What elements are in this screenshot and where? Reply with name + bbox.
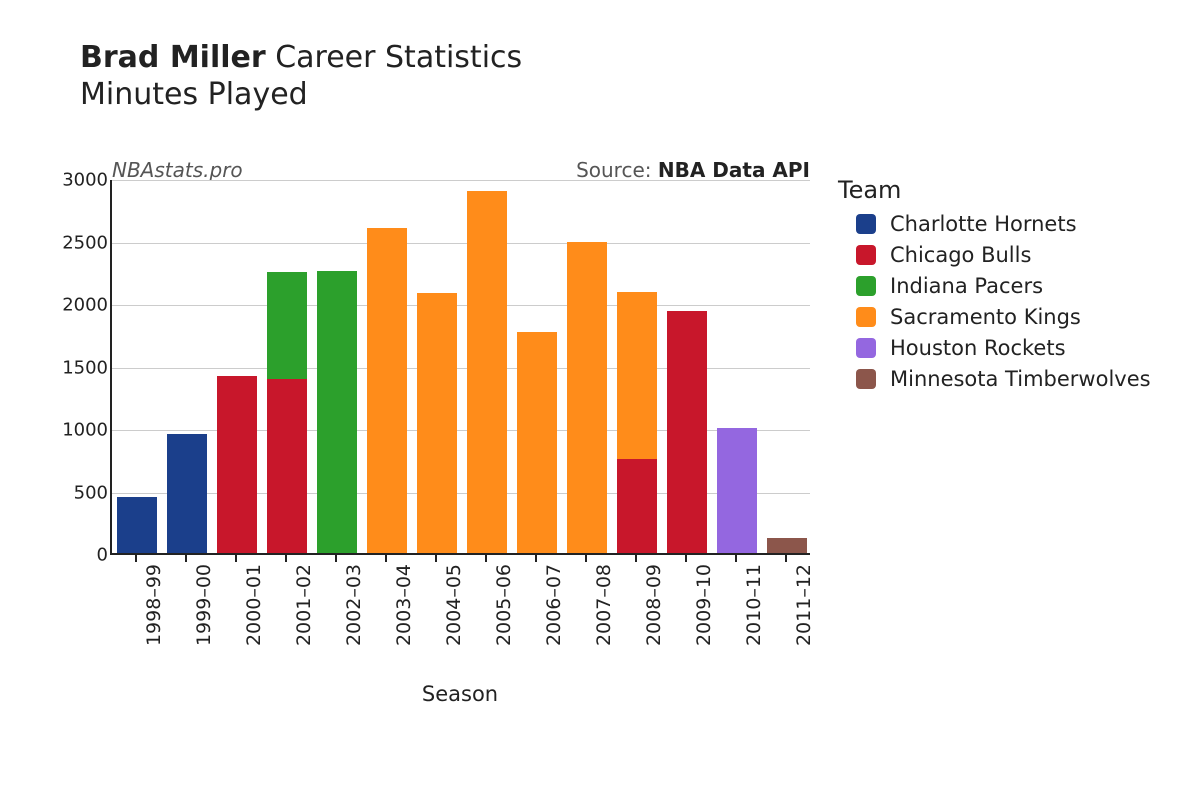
legend-title: Team — [838, 176, 1151, 204]
legend: Team Charlotte Hornets Chicago Bulls India… — [838, 176, 1151, 398]
site-credit: NBAstats.pro — [112, 158, 243, 182]
source-credit: Source: NBA Data API — [576, 158, 810, 182]
source-prefix: Source: — [576, 158, 658, 182]
legend-swatch — [856, 369, 876, 389]
x-tick-mark — [685, 555, 687, 562]
y-tick-label: 3000 — [62, 170, 108, 191]
x-tick-mark — [535, 555, 537, 562]
title-line-1: Brad Miller Career Statistics — [80, 40, 522, 75]
legend-label: Charlotte Hornets — [890, 212, 1077, 236]
title-suffix: Career Statistics — [275, 40, 522, 75]
x-tick-mark — [335, 555, 337, 562]
x-tick-label: 2009–10 — [693, 564, 715, 646]
legend-label: Houston Rockets — [890, 336, 1066, 360]
x-tick-mark — [385, 555, 387, 562]
x-tick-label: 1998–99 — [143, 564, 165, 646]
legend-swatch — [856, 214, 876, 234]
bar-segment — [367, 228, 407, 553]
bar-segment — [617, 292, 657, 460]
x-tick-label: 2010–11 — [743, 564, 765, 646]
x-tick-label: 2011–12 — [793, 564, 815, 646]
x-tick-label: 2002–03 — [343, 564, 365, 646]
x-axis-label: Season — [110, 682, 810, 706]
x-tick-label: 1999–00 — [193, 564, 215, 646]
y-axis-ticks: 050010001500200025003000 — [60, 180, 108, 555]
legend-label: Sacramento Kings — [890, 305, 1081, 329]
legend-item: Indiana Pacers — [838, 274, 1151, 298]
legend-item: Charlotte Hornets — [838, 212, 1151, 236]
x-tick-mark — [735, 555, 737, 562]
bar-segment — [667, 311, 707, 554]
legend-item: Houston Rockets — [838, 336, 1151, 360]
chart-title: Brad Miller Career Statistics Minutes Pl… — [80, 40, 522, 112]
x-tick-label: 2000–01 — [243, 564, 265, 646]
x-tick-mark — [235, 555, 237, 562]
legend-item: Minnesota Timberwolves — [838, 367, 1151, 391]
legend-items: Charlotte Hornets Chicago Bulls Indiana Pa… — [838, 212, 1151, 391]
bar-segment — [467, 191, 507, 554]
source-name: NBA Data API — [658, 158, 810, 182]
bar-segment — [617, 459, 657, 553]
bar-segment — [767, 538, 807, 553]
legend-item: Sacramento Kings — [838, 305, 1151, 329]
x-tick-mark — [785, 555, 787, 562]
x-tick-label: 2008–09 — [643, 564, 665, 646]
x-tick-mark — [635, 555, 637, 562]
bars-container — [112, 180, 810, 553]
x-tick-label: 2007–08 — [593, 564, 615, 646]
y-tick-label: 0 — [97, 545, 108, 566]
x-tick-label: 2003–04 — [393, 564, 415, 646]
bar-segment — [117, 497, 157, 553]
y-tick-label: 2000 — [62, 295, 108, 316]
player-name: Brad Miller — [80, 40, 266, 75]
figure: Brad Miller Career Statistics Minutes Pl… — [0, 0, 1200, 800]
x-tick-label: 2006–07 — [543, 564, 565, 646]
legend-swatch — [856, 276, 876, 296]
y-tick-label: 1500 — [62, 357, 108, 378]
legend-swatch — [856, 307, 876, 327]
bar-segment — [717, 428, 757, 553]
x-axis-ticks: 1998–99 1999–00 2000–01 2001–02 2002–03 2003–… — [110, 560, 810, 680]
bar-segment — [567, 242, 607, 553]
x-tick-mark — [135, 555, 137, 562]
x-tick-mark — [485, 555, 487, 562]
bar-segment — [517, 332, 557, 553]
y-tick-label: 500 — [74, 482, 108, 503]
plot-annotations: NBAstats.pro Source: NBA Data API — [112, 158, 810, 182]
x-tick-mark — [285, 555, 287, 562]
x-tick-label: 2004–05 — [443, 564, 465, 646]
plot-area: NBAstats.pro Source: NBA Data API — [110, 180, 810, 555]
legend-label: Chicago Bulls — [890, 243, 1031, 267]
legend-label: Indiana Pacers — [890, 274, 1043, 298]
x-tick-label: 2005–06 — [493, 564, 515, 646]
bar-segment — [267, 272, 307, 380]
title-line-2: Minutes Played — [80, 77, 522, 112]
y-tick-label: 2500 — [62, 232, 108, 253]
bar-segment — [417, 293, 457, 553]
bar-segment — [267, 379, 307, 553]
x-tick-mark — [185, 555, 187, 562]
legend-label: Minnesota Timberwolves — [890, 367, 1151, 391]
legend-swatch — [856, 245, 876, 265]
bar-segment — [217, 376, 257, 554]
bar-segment — [167, 434, 207, 553]
legend-item: Chicago Bulls — [838, 243, 1151, 267]
x-tick-mark — [585, 555, 587, 562]
y-tick-label: 1000 — [62, 420, 108, 441]
x-tick-mark — [435, 555, 437, 562]
legend-swatch — [856, 338, 876, 358]
x-tick-label: 2001–02 — [293, 564, 315, 646]
bar-segment — [317, 271, 357, 554]
